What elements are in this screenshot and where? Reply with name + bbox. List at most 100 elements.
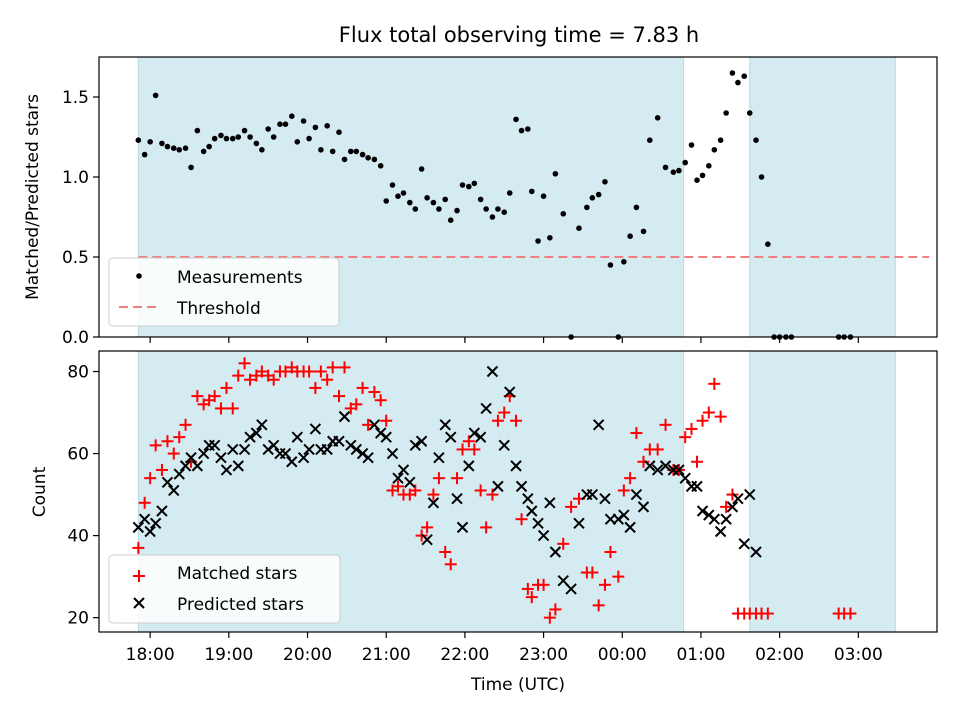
matched-star-point [332, 390, 345, 403]
measurement-point [459, 182, 466, 188]
measurement-point [347, 148, 354, 155]
measurement-point [765, 241, 771, 247]
predicted-star-point [744, 488, 756, 501]
shaded-interval-1 [749, 350, 896, 633]
matched-star-point [267, 373, 280, 386]
measurement-point [430, 199, 437, 206]
legend-predicted-marker [133, 597, 145, 609]
matched-star-point [521, 582, 534, 595]
predicted-star-point [486, 365, 499, 378]
measurement-point [365, 155, 371, 161]
predicted-star-point [714, 525, 727, 538]
count-axes-frame [98, 350, 938, 633]
count-xtick-label: 01:00 [676, 645, 725, 665]
matched-star-point [444, 558, 457, 571]
predicted-star-point [433, 451, 445, 464]
measurement-point [383, 198, 390, 204]
matched-star-point [708, 377, 721, 390]
predicted-star-point [504, 386, 516, 398]
matched-star-point [525, 591, 538, 604]
matched-star-point [586, 566, 599, 579]
predicted-star-point [732, 492, 744, 505]
measurement-point [135, 137, 142, 143]
predicted-star-point [480, 402, 492, 415]
measurement-point [518, 127, 525, 134]
count-ytick-label: 40 [67, 527, 89, 547]
predicted-star-point [427, 497, 440, 509]
predicted-star-point [492, 480, 504, 493]
measurement-point [525, 126, 531, 132]
legend-predicted-label: Predicted stars [177, 595, 304, 615]
predicted-star-point [630, 488, 643, 501]
measurement-point [662, 164, 669, 171]
measurement-point [194, 127, 201, 134]
predicted-star-point [350, 443, 363, 456]
measurement-point [288, 113, 295, 119]
matched-star-point [537, 578, 550, 591]
measurement-point [300, 118, 307, 124]
matched-star-point [161, 435, 174, 448]
count-xtick-label: 00:00 [598, 645, 647, 665]
measurement-point [218, 132, 224, 139]
measurement-point [353, 148, 360, 155]
matched-star-point [303, 365, 316, 378]
predicted-star-point [179, 460, 192, 472]
legend-matched-label: Matched stars [177, 564, 297, 584]
matched-star-point [685, 422, 698, 435]
matched-star-point [630, 427, 643, 440]
measurement-point [706, 163, 712, 169]
count-ytick-label: 20 [67, 609, 89, 629]
predicted-star-point [297, 451, 310, 464]
predicted-star-point [532, 517, 544, 529]
matched-star-point [498, 406, 511, 419]
ratio-panel: 0.0 0.5 1.0 1.5 Matched/Predicted stars Mea… [23, 56, 938, 348]
measurement-point [400, 190, 407, 196]
count-ytick-label: 80 [67, 363, 89, 383]
count-xtick-label: 21:00 [362, 645, 411, 665]
predicted-star-point [168, 484, 180, 497]
ratio-legend: Measurements Threshold [108, 257, 340, 327]
measurement-points [135, 70, 854, 340]
measurement-point [489, 214, 496, 220]
measurement-point [576, 225, 582, 231]
matched-star-point [368, 386, 381, 399]
matched-star-point [617, 484, 630, 497]
legend-measurements-label: Measurements [177, 268, 303, 288]
predicted-star-point [380, 431, 392, 443]
ratio-ytick-label: 0.0 [62, 328, 89, 348]
matched-star-point [432, 472, 445, 485]
predicted-star-point [197, 447, 210, 460]
measurement-point [424, 195, 430, 201]
measurement-point [247, 134, 253, 140]
matched-star-point [356, 381, 369, 394]
legend-measurements-marker [136, 273, 142, 279]
matched-star-point [637, 455, 650, 468]
matched-star-point [474, 484, 487, 497]
chart-title: Flux total observing time = 7.83 h [339, 23, 699, 47]
ratio-ytick-label: 1.5 [62, 88, 89, 108]
measurement-point [477, 196, 484, 203]
measurement-point [547, 235, 553, 241]
measurement-point [633, 204, 640, 211]
measurement-point [602, 179, 608, 185]
matched-star-point [321, 373, 334, 386]
ratio-ylabel: Matched/Predicted stars [23, 94, 43, 300]
matched-star-points [132, 357, 857, 624]
predicted-star-point [227, 443, 239, 456]
measurement-point [694, 177, 700, 183]
predicted-star-point [510, 460, 522, 472]
matched-star-point [421, 521, 434, 534]
measurement-point [377, 163, 384, 169]
measurement-point [389, 182, 396, 188]
predicted-star-point [144, 525, 156, 538]
predicted-star-point [250, 427, 263, 439]
measurement-point [717, 137, 724, 143]
count-ylabel: Count [30, 466, 50, 517]
measurement-point [454, 207, 460, 214]
measurement-point [182, 145, 189, 151]
predicted-star-point [392, 472, 404, 484]
measurement-point [294, 139, 301, 145]
measurement-point [654, 115, 661, 121]
count-xtick-label: 19:00 [204, 645, 253, 665]
matched-star-point [144, 472, 157, 485]
